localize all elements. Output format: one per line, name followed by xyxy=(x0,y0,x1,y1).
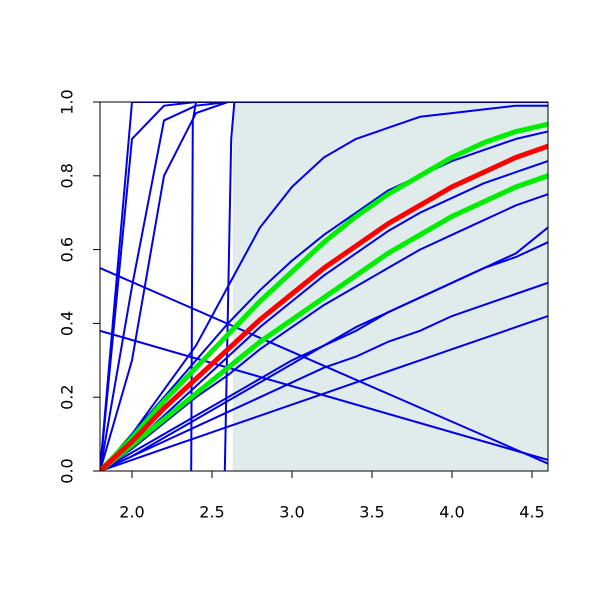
plot-area xyxy=(100,102,548,471)
highlight-curve xyxy=(100,173,548,471)
curve xyxy=(100,104,548,471)
y-tick-label: 0.2 xyxy=(58,384,77,409)
plot-frame xyxy=(99,101,549,472)
y-tick-label: 0.6 xyxy=(58,237,77,262)
y-tick-label: 1.0 xyxy=(58,89,77,114)
curve xyxy=(100,102,548,471)
curve xyxy=(100,267,548,465)
y-tick-label: 0.0 xyxy=(58,458,77,483)
highlight-curve xyxy=(100,143,548,471)
curve xyxy=(100,160,548,471)
curve xyxy=(100,102,548,471)
curve xyxy=(100,193,548,471)
x-tick-label: 2.0 xyxy=(119,503,144,522)
curve xyxy=(100,281,548,471)
curve xyxy=(100,329,548,461)
y-tick-label: 0.8 xyxy=(58,163,77,188)
curve xyxy=(100,241,548,471)
y-tick-label: 0.4 xyxy=(58,311,77,336)
shaded-region xyxy=(232,102,548,471)
highlight-curve xyxy=(100,121,548,471)
axes: 2.0 2.5 3.0 3.5 4.0 4.5 0.0 0.2 0.4 0.6 0.8 1.0 xyxy=(58,89,545,521)
x-tick-label: 4.5 xyxy=(519,503,544,522)
curve xyxy=(190,102,548,471)
curve xyxy=(100,130,548,471)
x-tick-label: 2.5 xyxy=(199,503,224,522)
x-tick-label: 4.0 xyxy=(439,503,464,522)
curve xyxy=(100,102,548,471)
x-tick-label: 3.5 xyxy=(359,503,384,522)
curve xyxy=(100,315,548,471)
curve xyxy=(223,102,548,471)
x-tick-label: 3.0 xyxy=(279,503,304,522)
